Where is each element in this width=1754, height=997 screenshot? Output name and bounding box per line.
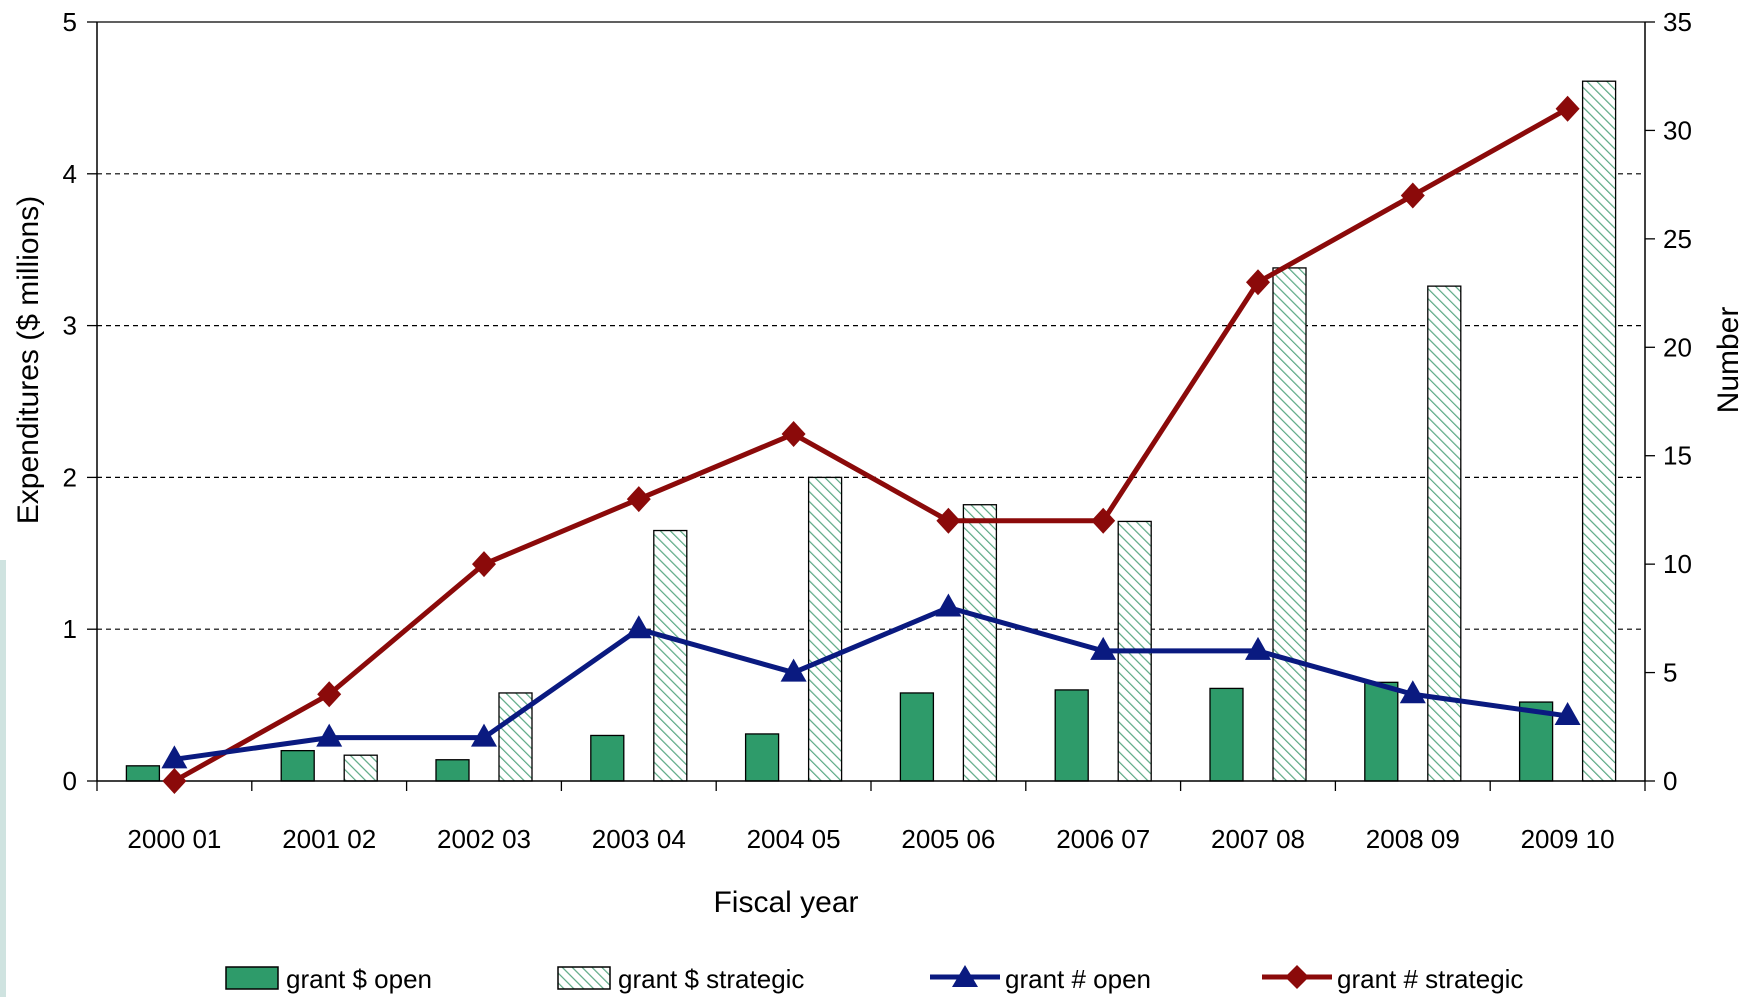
right-tick-label: 20 bbox=[1663, 332, 1692, 362]
marker-grant-strategic bbox=[781, 421, 806, 448]
marker-grant-strategic bbox=[162, 768, 187, 794]
right-axis-ticks: 0 5 10 15 20 25 30 35 bbox=[1645, 7, 1692, 796]
category-label: 2002 03 bbox=[437, 824, 531, 854]
bar-grant-strategic bbox=[343, 754, 378, 782]
category-label: 2008 09 bbox=[1366, 824, 1460, 854]
bar-grant-open bbox=[590, 734, 625, 782]
bar-grant-strategic bbox=[1581, 80, 1617, 782]
marker-grant-strategic bbox=[1555, 95, 1580, 122]
bar-grant-open bbox=[1054, 689, 1089, 782]
bar-grant-open bbox=[125, 765, 161, 782]
legend-item-grant-open-bar: grant $ open bbox=[225, 964, 432, 994]
bar-grant-strategic bbox=[653, 529, 688, 782]
left-axis-ticks: 0 1 2 3 4 5 bbox=[63, 7, 97, 796]
legend: grant $ open grant $ strategic grant # o… bbox=[225, 964, 1523, 994]
bar-grant-strategic bbox=[962, 504, 998, 782]
legend-item-grant-strategic-bar: grant $ strategic bbox=[557, 964, 804, 994]
category-label: 2009 10 bbox=[1521, 824, 1615, 854]
marker-grant-strategic bbox=[626, 486, 651, 513]
marker-grant-open bbox=[161, 745, 188, 769]
bar-grant-open bbox=[1364, 681, 1399, 782]
marker-grant-open bbox=[935, 593, 962, 617]
left-tick-label: 0 bbox=[63, 766, 77, 796]
right-tick-label: 35 bbox=[1663, 7, 1692, 37]
category-label: 2001 02 bbox=[282, 824, 376, 854]
left-tick-label: 1 bbox=[63, 614, 77, 644]
series-lines bbox=[161, 95, 1581, 794]
left-tick-label: 2 bbox=[63, 462, 77, 492]
marker-grant-open bbox=[1399, 680, 1426, 704]
legend-diamond-marker bbox=[1285, 965, 1309, 989]
line-grant-open bbox=[174, 605, 1568, 762]
marker-grant-strategic bbox=[1091, 507, 1116, 534]
right-tick-label: 0 bbox=[1663, 766, 1677, 796]
legend-label: grant $ strategic bbox=[618, 964, 804, 994]
category-label: 2007 08 bbox=[1211, 824, 1305, 854]
legend-swatch-open-bar bbox=[225, 966, 279, 990]
x-axis-title: Fiscal year bbox=[713, 886, 858, 919]
bar-grant-open bbox=[1209, 687, 1244, 782]
y-axis-title: Expenditures ($ millions) bbox=[12, 196, 45, 524]
marker-grant-open bbox=[471, 723, 497, 747]
legend-swatch-strategic-bar bbox=[557, 966, 611, 990]
marker-grant-strategic bbox=[936, 507, 961, 534]
legend-label: grant # open bbox=[1005, 964, 1151, 994]
right-tick-label: 25 bbox=[1663, 224, 1692, 254]
left-tick-label: 5 bbox=[63, 7, 77, 37]
line-grant-strategic bbox=[173, 106, 1569, 784]
right-tick-label: 30 bbox=[1663, 115, 1692, 145]
legend-label: grant # strategic bbox=[1337, 964, 1523, 994]
legend-item-grant-strategic-line: grant # strategic bbox=[1262, 964, 1523, 994]
bar-grant-strategic bbox=[1427, 285, 1462, 782]
legend-item-grant-open-line: grant # open bbox=[930, 964, 1151, 994]
bar-grant-open bbox=[435, 759, 470, 782]
legend-label: grant $ open bbox=[286, 964, 432, 994]
left-tick-label: 4 bbox=[63, 159, 77, 189]
legend-triangle-marker bbox=[952, 965, 978, 987]
right-tick-label: 5 bbox=[1663, 658, 1677, 688]
bar-grant-open bbox=[1518, 701, 1554, 782]
bar-grant-strategic bbox=[807, 476, 843, 782]
marker-grant-open bbox=[625, 615, 652, 639]
marker-grant-open bbox=[1245, 636, 1271, 660]
bar-grant-open bbox=[280, 749, 315, 782]
marker-grant-strategic bbox=[472, 551, 496, 578]
category-label: 2005 06 bbox=[901, 824, 995, 854]
page-edge-stripe bbox=[0, 560, 6, 997]
category-labels: 2000 01 2001 02 2002 03 2003 04 2004 05 2005 … bbox=[127, 824, 1614, 854]
left-tick-label: 3 bbox=[63, 311, 77, 341]
category-label: 2003 04 bbox=[592, 824, 686, 854]
marker-grant-open bbox=[780, 658, 807, 682]
bar-grant-open bbox=[899, 692, 935, 782]
category-label: 2006 07 bbox=[1056, 824, 1150, 854]
marker-grant-strategic bbox=[1246, 269, 1270, 296]
marker-grant-open bbox=[316, 723, 343, 747]
marker-grant-open bbox=[1554, 701, 1581, 725]
category-label: 2000 01 bbox=[127, 824, 221, 854]
bar-grant-strategic bbox=[1272, 267, 1307, 782]
gridlines bbox=[97, 173, 1645, 630]
bar-grant-open bbox=[744, 733, 780, 782]
y2-axis-title: Number bbox=[1712, 307, 1745, 414]
marker-grant-open bbox=[1090, 636, 1117, 660]
marker-grant-strategic bbox=[317, 681, 342, 708]
category-label: 2004 05 bbox=[747, 824, 841, 854]
right-tick-label: 10 bbox=[1663, 549, 1692, 579]
right-tick-label: 15 bbox=[1663, 441, 1692, 471]
axes bbox=[96, 21, 1646, 791]
marker-grant-strategic bbox=[1400, 182, 1425, 209]
